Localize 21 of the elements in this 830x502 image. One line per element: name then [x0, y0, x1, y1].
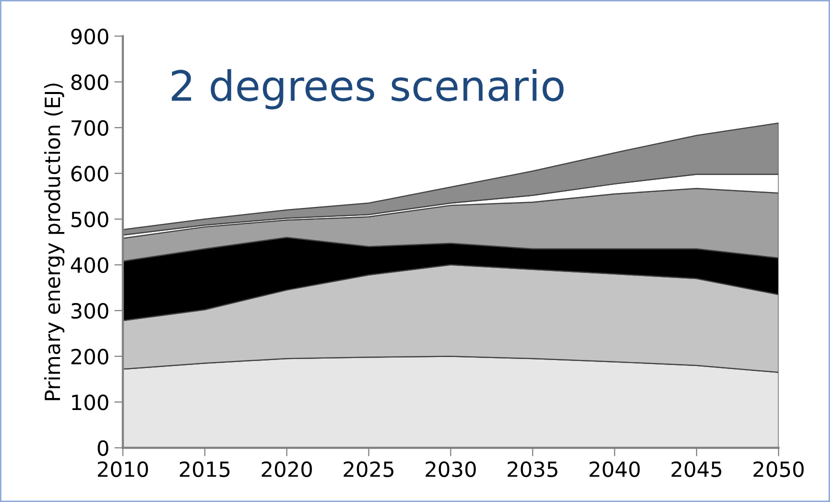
y-axis-title: Primary energy production (EJ)	[44, 84, 64, 400]
y-tick-label: 700	[72, 120, 108, 136]
x-tick-label: 2030	[426, 461, 476, 478]
x-tick-label: 2040	[590, 461, 640, 478]
y-tick-label: 0	[98, 440, 108, 456]
x-tick-label: 2050	[754, 461, 804, 478]
y-tick-label: 200	[71, 348, 108, 365]
x-tick-label: 2045	[672, 461, 722, 478]
y-tick-label: 800	[71, 74, 108, 90]
y-tick-label: 100	[72, 394, 108, 410]
y-tick-label: 400	[70, 257, 108, 274]
x-tick-label: 2025	[344, 461, 394, 478]
text: 2 degrees scenario	[172, 69, 564, 110]
x-tick-label: 2035	[508, 461, 558, 478]
y-tick-label: 600	[71, 166, 108, 182]
x-tick-label: 2020	[262, 461, 312, 478]
x-tick-label: 2010	[98, 461, 148, 478]
y-tick-label: 900	[71, 28, 108, 44]
x-tick-label: 2015	[180, 461, 230, 478]
y-tick-label: 300	[71, 303, 108, 319]
y-tick-label: 500	[71, 212, 108, 228]
